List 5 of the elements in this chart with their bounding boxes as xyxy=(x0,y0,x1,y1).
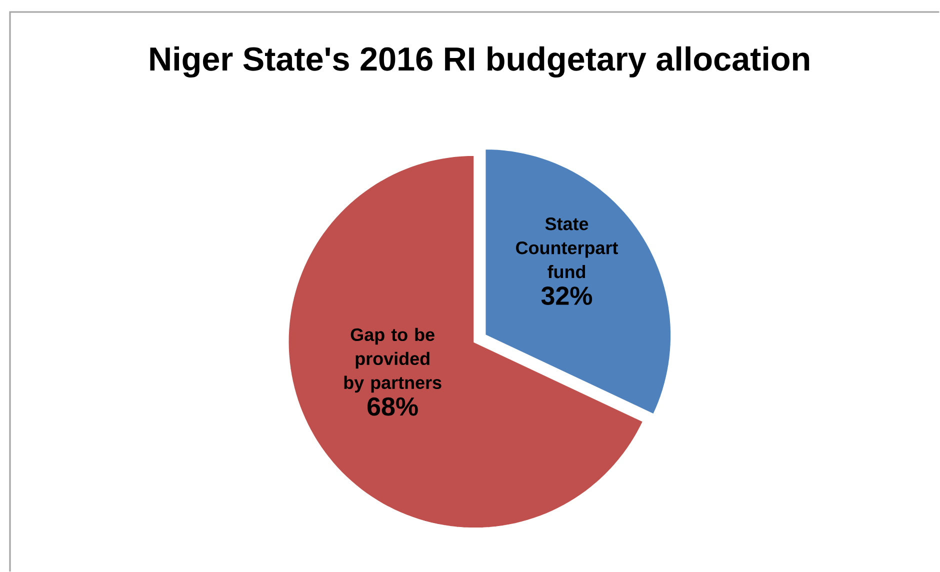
slice-label: State Counterpart fund xyxy=(516,217,618,278)
chart-title: Niger State's 2016 RI budgetary allocation xyxy=(150,46,810,78)
data-label: 32% xyxy=(541,286,592,305)
slice-label: Gap to be provided by partners xyxy=(344,328,442,392)
data-label: 68% xyxy=(368,397,418,416)
